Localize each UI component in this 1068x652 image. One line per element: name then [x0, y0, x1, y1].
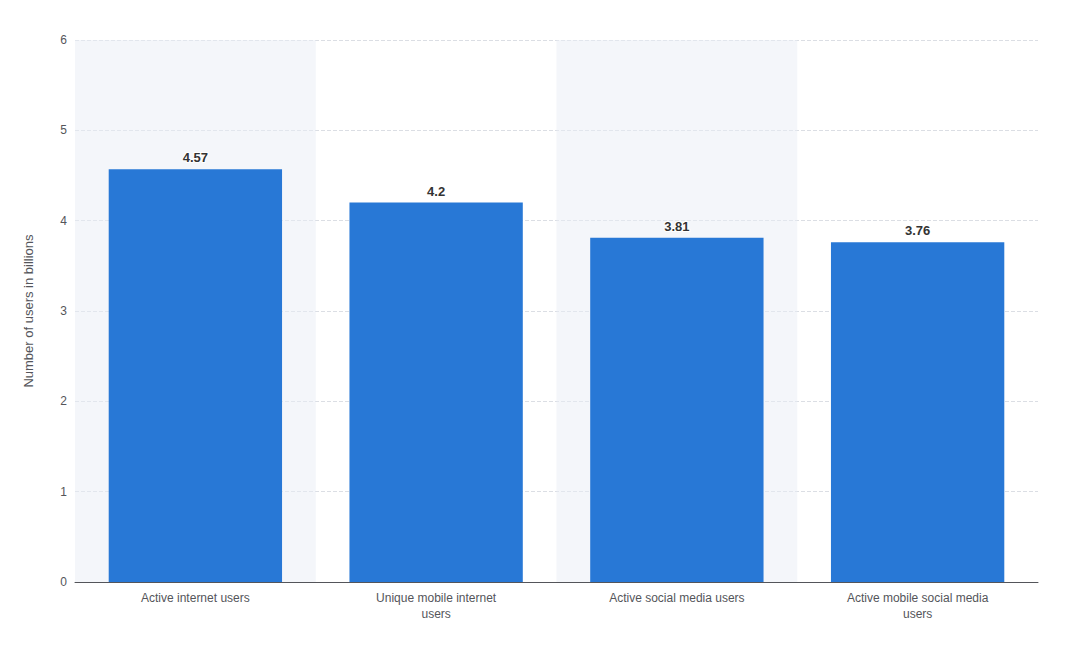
svg-text:3: 3: [60, 304, 67, 318]
svg-text:users: users: [903, 607, 932, 621]
svg-text:Unique mobile internet: Unique mobile internet: [376, 591, 497, 605]
svg-text:2: 2: [60, 394, 67, 408]
svg-text:5: 5: [60, 123, 67, 137]
svg-text:3.76: 3.76: [905, 223, 930, 238]
svg-text:0: 0: [60, 575, 67, 589]
svg-text:6: 6: [60, 33, 67, 47]
svg-text:Active social media users: Active social media users: [609, 591, 744, 605]
svg-text:Active internet users: Active internet users: [141, 591, 250, 605]
svg-text:Number of users in billions: Number of users in billions: [21, 234, 36, 388]
svg-text:1: 1: [60, 485, 67, 499]
svg-text:4.2: 4.2: [427, 184, 445, 199]
svg-text:users: users: [421, 607, 450, 621]
svg-text:Active mobile social media: Active mobile social media: [847, 591, 989, 605]
svg-text:3.81: 3.81: [664, 219, 689, 234]
svg-text:4: 4: [60, 214, 67, 228]
svg-text:4.57: 4.57: [183, 150, 208, 165]
